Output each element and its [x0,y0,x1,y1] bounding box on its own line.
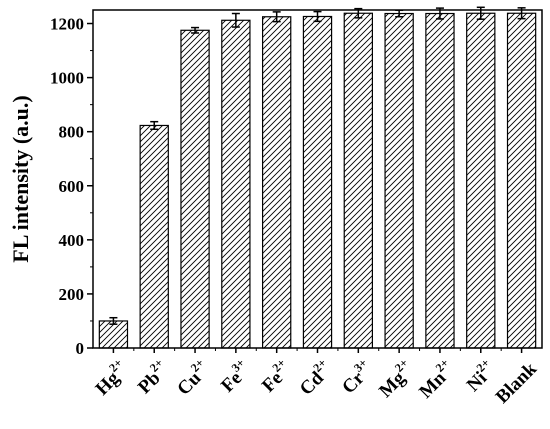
bars-group [98,12,537,349]
bar [506,12,537,349]
bar [425,12,455,349]
y-tick-label: 0 [76,339,85,358]
y-tick-label: 600 [59,177,85,196]
x-tick-label: Fe3+ [214,356,255,397]
bar [98,320,129,349]
y-axis-label: FL intensity (a.u.) [8,95,33,262]
bar [343,12,374,349]
x-tick-label: Mn2+ [412,356,459,403]
x-tick-label: Blank [492,358,542,408]
x-tick-label: Fe2+ [255,356,296,397]
bar [221,19,251,349]
x-tick-label: Mg2+ [372,356,418,402]
bar [261,16,292,349]
y-tick-label: 1200 [50,15,84,34]
y-axis: 0 200 400 600 800 1000 1200 [50,15,93,358]
x-tick-label: Cr3+ [335,356,378,399]
y-tick-label: 800 [59,123,85,142]
bar [139,124,169,349]
y-tick-label: 400 [59,231,85,250]
x-tick-label: Cd2+ [293,356,337,400]
bar [180,29,210,349]
bar [466,12,496,349]
y-tick-label: 1000 [50,69,84,88]
bar [302,15,333,349]
bar [384,12,414,349]
x-tick-label: Cu2+ [171,356,215,400]
x-axis: Hg2+Pb2+Cu2+Fe3+Fe2+Cd2+Cr3+Mg2+Mn2+Ni2+… [89,348,541,408]
x-tick-label: Pb2+ [131,356,174,399]
y-tick-label: 200 [59,285,85,304]
x-tick-label: Hg2+ [89,356,133,400]
